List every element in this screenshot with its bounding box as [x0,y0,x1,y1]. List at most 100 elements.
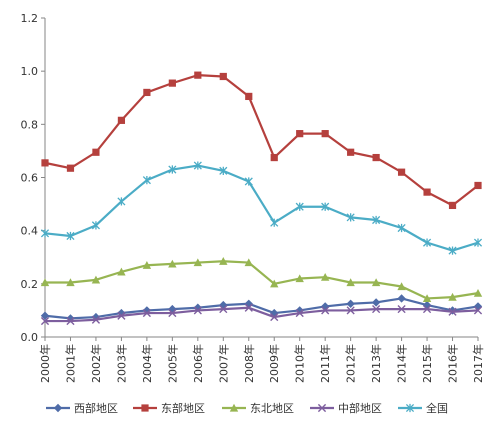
data-point [371,278,381,287]
x-tick-label: 2007年 [216,344,230,383]
data-point [372,304,381,314]
data-point [422,294,432,303]
data-point [321,202,330,211]
legend-label: 东部地区 [161,401,205,415]
data-point [295,274,304,283]
data-point [346,213,355,222]
legend-swatch-marker [229,403,239,412]
legend-item: 东部地区 [133,401,205,415]
legend-item: 中部地区 [310,401,382,415]
data-point [296,130,304,138]
x-tick-label: 2005年 [165,344,179,383]
series-layer [40,71,483,326]
data-point [168,308,177,318]
data-point [142,261,152,269]
legend-label: 中部地区 [338,401,382,415]
x-tick-label: 2013年 [369,344,383,383]
data-point [143,88,151,97]
x-tick-label: 2012年 [344,344,358,383]
data-point [193,258,203,267]
x-tick-label: 2009年 [267,344,281,383]
y-tick-label: 0.2 [21,278,39,291]
data-point [346,278,355,287]
x-tick-label: 2003年 [114,344,128,383]
data-point [422,304,432,314]
data-point [219,166,228,175]
data-point [448,246,457,255]
data-point [66,231,75,241]
data-point [244,177,253,186]
data-point [91,275,101,284]
data-point [397,282,406,291]
data-point [193,161,202,170]
series-4 [40,161,483,255]
x-tick-label: 2000年 [38,344,52,383]
data-point [219,257,228,265]
data-point [245,92,253,101]
data-point [244,303,253,312]
data-point [473,288,483,297]
data-point [270,279,279,288]
series-line [45,260,479,300]
data-point [397,168,406,176]
data-point [397,294,406,303]
data-point [40,316,50,326]
series-1 [41,71,482,210]
x-tick-label: 2011年 [318,344,332,383]
x-tick-label: 2002年 [89,344,103,383]
data-point [168,259,177,268]
data-point [194,71,202,79]
data-point [422,238,432,247]
data-point [270,312,279,322]
data-point [372,215,381,225]
data-point [321,306,330,315]
x-tick-label: 2006年 [191,344,205,383]
data-point [320,272,330,281]
data-point [423,188,431,196]
data-point [66,164,75,172]
data-point [448,201,457,210]
data-point [41,159,49,167]
series-2 [40,257,483,303]
x-tick-label: 2017年 [471,344,485,383]
x-tick-label: 2015年 [420,344,434,383]
data-point [219,304,228,314]
data-point [91,221,101,230]
data-point [397,304,406,314]
y-tick-label: 1.2 [21,12,39,25]
data-point [66,316,75,326]
data-point [117,116,126,124]
data-point [142,306,152,315]
data-point [142,308,151,318]
data-point [142,176,151,185]
data-point [270,153,278,162]
data-point [168,165,177,174]
x-tick-label: 2008年 [242,344,256,383]
data-point [92,148,100,156]
legend-swatch-marker [141,404,149,412]
series-3 [40,303,483,326]
data-point [473,302,483,311]
data-point [40,229,50,238]
x-tick-label: 2016年 [446,344,460,383]
data-point [371,298,381,307]
axes [44,18,478,338]
legend-item: 西部地区 [46,401,118,415]
data-point [270,218,279,227]
data-point [473,306,483,315]
legend-label: 全国 [426,401,448,415]
data-point [295,308,304,318]
x-tick-label: 2001年 [63,344,77,383]
y-tick-label: 1.0 [21,65,39,78]
data-point [40,278,50,287]
y-tick-label: 0.4 [21,225,39,238]
data-point [397,223,406,233]
data-point [244,258,253,267]
data-point [40,311,50,320]
data-point [321,130,329,138]
data-point [117,267,126,276]
data-point [346,306,355,315]
series-line [44,164,479,252]
legend-swatch-marker [405,403,415,413]
